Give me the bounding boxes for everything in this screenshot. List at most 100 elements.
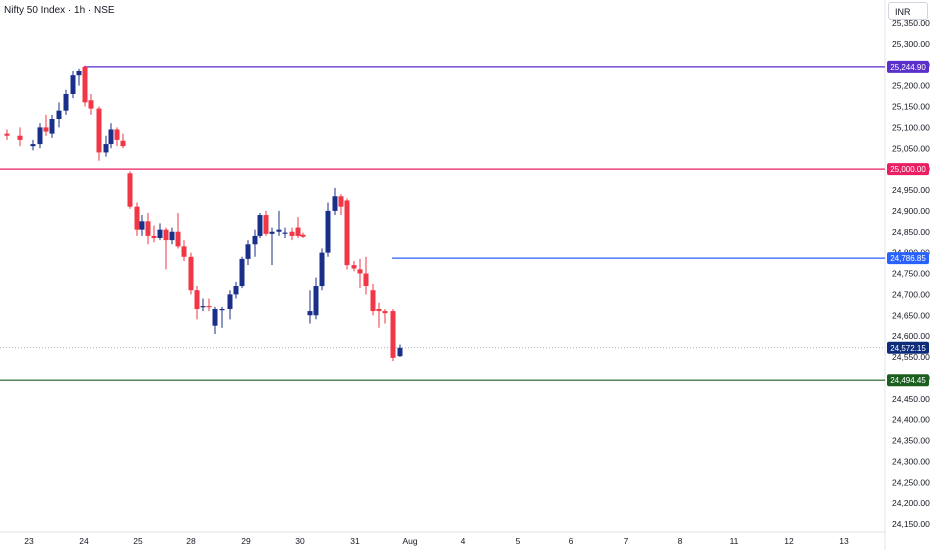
last-price-label: 24,572.15 [890,344,926,353]
candle-body[interactable] [289,231,295,236]
candle-body[interactable] [239,258,245,287]
candle-body[interactable] [219,308,225,311]
x-tick-label: 5 [516,536,521,546]
y-tick-label: 24,850.00 [892,227,930,237]
candle-body[interactable] [134,206,140,230]
candle-body[interactable] [70,75,76,94]
y-tick-label: 24,700.00 [892,289,930,299]
candle-body[interactable] [276,229,282,232]
candle-body[interactable] [30,144,36,147]
candle-body[interactable] [212,308,218,326]
y-tick-label: 24,650.00 [892,310,930,320]
candle-body[interactable] [49,119,55,134]
candle-body[interactable] [37,127,43,145]
x-tick-label: 12 [784,536,794,546]
candle-body[interactable] [295,227,301,236]
candle-body[interactable] [114,129,120,140]
candle-body[interactable] [307,311,313,316]
candle-body[interactable] [17,135,23,140]
candle-body[interactable] [382,311,388,314]
candle-body[interactable] [88,100,94,109]
candle-body[interactable] [370,290,376,312]
candle-body[interactable] [82,66,88,103]
candle-body[interactable] [300,234,306,237]
candle-body[interactable] [227,294,233,309]
candle-body[interactable] [181,246,187,257]
y-tick-label: 24,750.00 [892,269,930,279]
y-tick-label: 25,100.00 [892,122,930,132]
candle-body[interactable] [376,308,382,312]
x-tick-label: 7 [624,536,629,546]
candle-body[interactable] [96,108,102,153]
candle-body[interactable] [252,235,258,245]
y-tick-label: 24,150.00 [892,519,930,529]
x-tick-label: 8 [678,536,683,546]
y-tick-label: 24,400.00 [892,415,930,425]
y-tick-label: 25,150.00 [892,102,930,112]
candle-body[interactable] [139,221,145,230]
candle-body[interactable] [390,311,396,358]
level-price-tag [887,163,929,176]
candle-body[interactable] [263,215,269,234]
candle-body[interactable] [363,273,369,287]
candle-body[interactable] [163,229,169,241]
candle-body[interactable] [56,110,62,120]
y-tick-label: 25,050.00 [892,143,930,153]
level-price-tag [887,252,929,265]
candle-body[interactable] [43,127,49,132]
candle-body[interactable] [269,231,275,234]
candle-body[interactable] [233,286,239,295]
x-tick-label: Aug [402,536,417,546]
candle-body[interactable] [120,140,126,147]
currency-label[interactable]: INR [888,2,928,20]
candle-body[interactable] [245,244,251,259]
candle-body[interactable] [319,252,325,287]
candle-body[interactable] [200,306,206,308]
candle-body[interactable] [357,269,363,274]
x-tick-label: 28 [186,536,196,546]
candle-body[interactable] [397,347,403,357]
x-tick-label: 23 [24,536,34,546]
chart-title: Nifty 50 Index · 1h · NSE [4,5,115,16]
last-price-tag [887,341,929,354]
x-tick-label: 6 [569,536,574,546]
candle-body[interactable] [188,256,194,291]
candle-body[interactable] [175,231,181,247]
candle-body[interactable] [76,71,82,76]
candle-body[interactable] [103,144,109,153]
candle-body[interactable] [338,196,344,207]
candle-body[interactable] [325,210,331,253]
y-tick-label: 24,600.00 [892,331,930,341]
level-price-label: 25,244.90 [890,63,926,72]
x-tick-label: 29 [241,536,251,546]
y-tick-label: 24,900.00 [892,206,930,216]
candle-body[interactable] [257,215,263,236]
candle-body[interactable] [344,200,350,266]
candle-body[interactable] [194,290,200,309]
candle-body[interactable] [351,265,357,269]
y-tick-label: 24,350.00 [892,436,930,446]
x-tick-label: 30 [295,536,305,546]
candle-body[interactable] [63,93,69,111]
candle-body[interactable] [108,129,114,145]
candle-body[interactable] [145,221,151,236]
level-price-label: 25,000.00 [890,165,926,174]
candle-body[interactable] [169,231,175,241]
candle-body[interactable] [127,173,133,207]
candle-body[interactable] [206,306,212,308]
y-tick-label: 25,300.00 [892,39,930,49]
candle-body[interactable] [282,232,288,234]
candle-body[interactable] [157,229,163,239]
candle-body[interactable] [4,133,10,136]
level-price-label: 24,494.45 [890,376,926,385]
candle-body[interactable] [313,286,319,316]
x-tick-label: 31 [350,536,360,546]
y-tick-label: 24,950.00 [892,185,930,195]
level-price-label: 24,786.85 [890,254,926,263]
candle-body[interactable] [151,235,157,239]
candle-body[interactable] [332,196,338,211]
y-tick-label: 24,300.00 [892,456,930,466]
x-tick-label: 4 [461,536,466,546]
y-tick-label: 24,450.00 [892,394,930,404]
